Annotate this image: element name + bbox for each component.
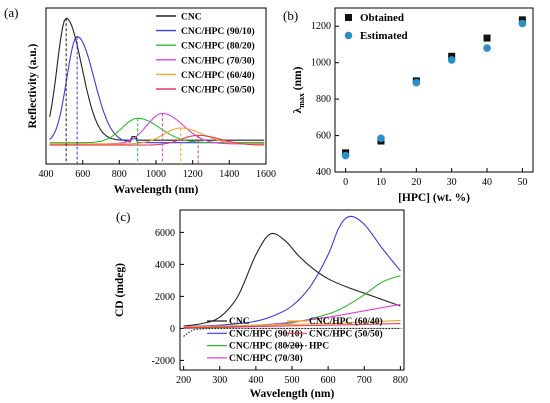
b-ytick-label: 1200 bbox=[311, 21, 331, 32]
a-legend-label-cnc-hpc-60-40: CNC/HPC (60/40) bbox=[181, 70, 255, 81]
a-legend-label-cnc: CNC bbox=[181, 13, 202, 23]
a-xtick-label: 1000 bbox=[146, 169, 166, 180]
c-ytick-label: 0 bbox=[170, 324, 175, 335]
c-legend-label-cnc-hpc-90-10: CNC/HPC (90/10) bbox=[229, 328, 303, 339]
panel-b-legend: Obtained Estimated bbox=[344, 12, 408, 42]
panel-b-x-axis-label: [HPC] (wt. %) bbox=[398, 192, 470, 204]
legend-obtained-label: Obtained bbox=[360, 12, 404, 24]
b-point-estimated bbox=[447, 56, 456, 64]
panel-b-y-tick-labels: 400 600 800 1000 1200 bbox=[311, 21, 331, 178]
b-point-estimated bbox=[518, 19, 527, 28]
c-legend-label-hpc: HPC bbox=[309, 342, 329, 352]
b-xtick-label: 50 bbox=[517, 177, 527, 188]
b-ytick-label: 800 bbox=[316, 94, 331, 105]
c-xtick-label: 800 bbox=[393, 375, 408, 386]
panel-a-legend: CNC CNC/HPC (90/10) CNC/HPC (80/20) CNC/HPC… bbox=[156, 13, 255, 96]
panel-a-x-axis-label: Wavelength (nm) bbox=[114, 184, 199, 196]
b-xtick-label: 40 bbox=[482, 177, 492, 188]
panel-b-x-ticks: 0 10 20 30 40 50 bbox=[343, 168, 527, 188]
lambda-subscript: max bbox=[297, 93, 306, 108]
c-xtick-label: 700 bbox=[357, 375, 372, 386]
c-xtick-label: 300 bbox=[212, 375, 227, 386]
panel-b-points bbox=[341, 16, 527, 160]
panel-c-y-ticks: -2000 0 2000 4000 6000 bbox=[152, 228, 184, 367]
b-point-obtained bbox=[483, 34, 491, 42]
panel-b: (b) 400 600 800 1000 1200 0 10 20 30 40 50 [H… bbox=[283, 7, 534, 204]
panel-c: (c) -2000 0 2000 4000 6000 200 300 400 500 600 70… bbox=[114, 209, 408, 400]
panel-c-x-ticks: 200 300 400 500 600 700 800 bbox=[176, 366, 408, 386]
a-curve-cnc-hpc-80-20 bbox=[49, 117, 265, 144]
c-xtick-label: 600 bbox=[321, 375, 336, 386]
legend-estimated-marker bbox=[344, 31, 353, 40]
b-point-estimated bbox=[412, 78, 421, 87]
a-xtick-label: 400 bbox=[39, 169, 54, 180]
panel-c-x-axis-label: Wavelength (nm) bbox=[250, 388, 335, 400]
panel-b-plot-frame bbox=[334, 7, 534, 173]
panel-c-y-axis-label: CD (mdeg) bbox=[114, 263, 126, 317]
lambda-unit: (nm) bbox=[292, 66, 304, 93]
panel-a-label: (a) bbox=[4, 5, 18, 20]
c-legend-label-cnc-hpc-50-50: CNC/HPC (50/50) bbox=[309, 328, 383, 339]
panel-b-label: (b) bbox=[283, 8, 298, 23]
c-legend-label-cnc-hpc-60-40: CNC/HPC (60/40) bbox=[309, 316, 383, 327]
c-xtick-label: 200 bbox=[176, 375, 191, 386]
b-point-estimated bbox=[341, 151, 350, 160]
c-legend-label-cnc-hpc-70-30: CNC/HPC (70/30) bbox=[229, 353, 303, 364]
legend-estimated-label: Estimated bbox=[360, 30, 408, 42]
c-curve-cnc-hpc-60-40 bbox=[183, 319, 401, 328]
a-xtick-label: 1400 bbox=[219, 169, 239, 180]
c-curve-cnc bbox=[183, 232, 401, 327]
a-curve-cnc bbox=[49, 17, 265, 141]
c-curve-cnc-hpc-50-50 bbox=[183, 323, 401, 329]
a-curve-cnc-hpc-60-40 bbox=[49, 127, 265, 145]
a-xtick-label: 600 bbox=[75, 169, 90, 180]
a-legend-label-cnc-hpc-70-30: CNC/HPC (70/30) bbox=[181, 55, 255, 66]
panel-c-legend: CNC CNC/HPC (60/40) CNC/HPC (90/10) CNC/HPC… bbox=[207, 316, 383, 364]
a-curve-cnc-hpc-50-50 bbox=[49, 134, 265, 146]
c-ytick-label: 6000 bbox=[155, 228, 175, 239]
a-xtick-label: 1600 bbox=[256, 169, 276, 180]
b-point-estimated bbox=[483, 44, 491, 52]
panel-a: (a) 400 600 800 1000 1200 1400 1600 Wave… bbox=[4, 5, 276, 196]
c-ytick-label: -2000 bbox=[152, 356, 175, 367]
c-xtick-label: 500 bbox=[285, 375, 300, 386]
c-legend-label-cnc: CNC bbox=[229, 317, 250, 327]
panel-c-curves bbox=[183, 215, 401, 337]
panel-a-peak-markers bbox=[65, 18, 199, 164]
c-ytick-label: 4000 bbox=[155, 260, 175, 271]
panel-b-y-axis-label: λmax (nm) bbox=[292, 66, 306, 113]
c-curve-cnc-hpc-90-10 bbox=[183, 215, 401, 328]
panel-a-curves bbox=[49, 17, 265, 146]
panel-b-y-ticks bbox=[335, 25, 339, 173]
b-ytick-label: 400 bbox=[316, 167, 331, 178]
a-legend-label-cnc-hpc-90-10: CNC/HPC (90/10) bbox=[181, 26, 255, 37]
b-xtick-label: 30 bbox=[447, 177, 457, 188]
c-legend-label-cnc-hpc-80-20: CNC/HPC (80/20) bbox=[229, 341, 303, 352]
legend-obtained-marker bbox=[345, 14, 352, 21]
c-xtick-label: 400 bbox=[248, 375, 263, 386]
a-legend-label-cnc-hpc-50-50: CNC/HPC (50/50) bbox=[181, 85, 255, 96]
a-xtick-label: 1200 bbox=[183, 169, 203, 180]
panel-a-x-ticks bbox=[45, 160, 267, 164]
b-xtick-label: 20 bbox=[411, 177, 421, 188]
b-ytick-label: 600 bbox=[316, 131, 331, 142]
lambda-symbol: λ bbox=[292, 107, 304, 113]
panel-a-x-tick-labels: 400 600 800 1000 1200 1400 1600 bbox=[39, 169, 277, 180]
c-curve-hpc bbox=[183, 327, 401, 337]
c-ytick-label: 2000 bbox=[155, 292, 175, 303]
b-ytick-label: 1000 bbox=[311, 58, 331, 69]
b-point-estimated bbox=[377, 134, 385, 143]
a-curve-cnc-hpc-70-30 bbox=[49, 112, 265, 145]
panel-a-y-axis-label: Reflectivity (a.u.) bbox=[27, 44, 39, 129]
panel-c-label: (c) bbox=[116, 209, 130, 224]
a-legend-label-cnc-hpc-80-20: CNC/HPC (80/20) bbox=[181, 41, 255, 52]
b-xtick-label: 10 bbox=[376, 177, 386, 188]
b-xtick-label: 0 bbox=[343, 177, 348, 188]
a-xtick-label: 800 bbox=[112, 169, 127, 180]
